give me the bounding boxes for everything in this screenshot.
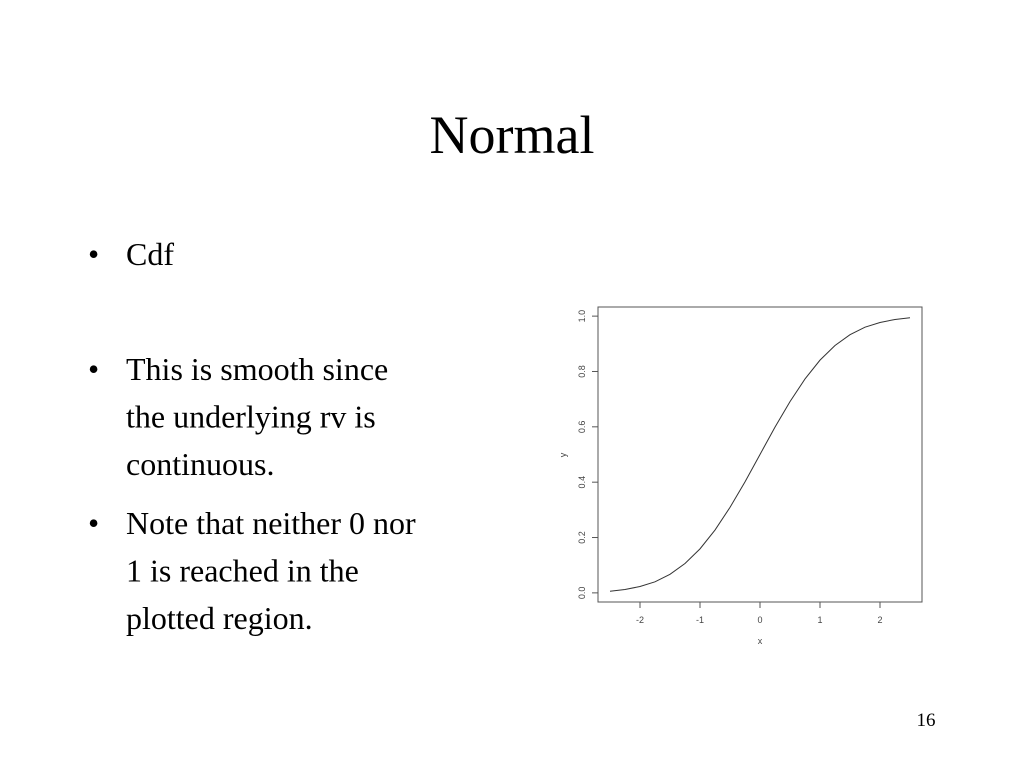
page-number: 16 [917,710,936,731]
cdf-line [609,317,911,592]
bullet-dot: • [88,351,99,387]
y-tick-label: 0.2 [577,531,587,544]
y-tick-label: 1.0 [577,310,587,323]
y-tick-label: 0.0 [577,587,587,600]
x-tick-label: 2 [877,615,882,625]
x-tick-label: 1 [817,615,822,625]
x-axis-label: x [758,636,763,646]
x-tick-label: 0 [757,615,762,625]
bullet-text: continuous. [126,446,274,482]
y-tick-label: 0.4 [577,476,587,489]
bullet-text: the underlying rv is [126,399,376,435]
bullet-text: Cdf [126,236,174,272]
x-tick-label: -1 [696,615,704,625]
y-axis-label: y [558,452,568,457]
bullet-dot: • [88,505,99,541]
bullet-text: 1 is reached in the [126,553,359,589]
y-tick-label: 0.8 [577,365,587,378]
bullet-text: plotted region. [126,600,313,636]
x-tick-label: -2 [636,615,644,625]
y-tick-label: 0.6 [577,421,587,434]
bullet-dot: • [88,236,99,272]
bullet-text: This is smooth since [126,351,388,387]
slide-title: Normal [430,105,595,165]
bullet-text: Note that neither 0 nor [126,505,416,541]
